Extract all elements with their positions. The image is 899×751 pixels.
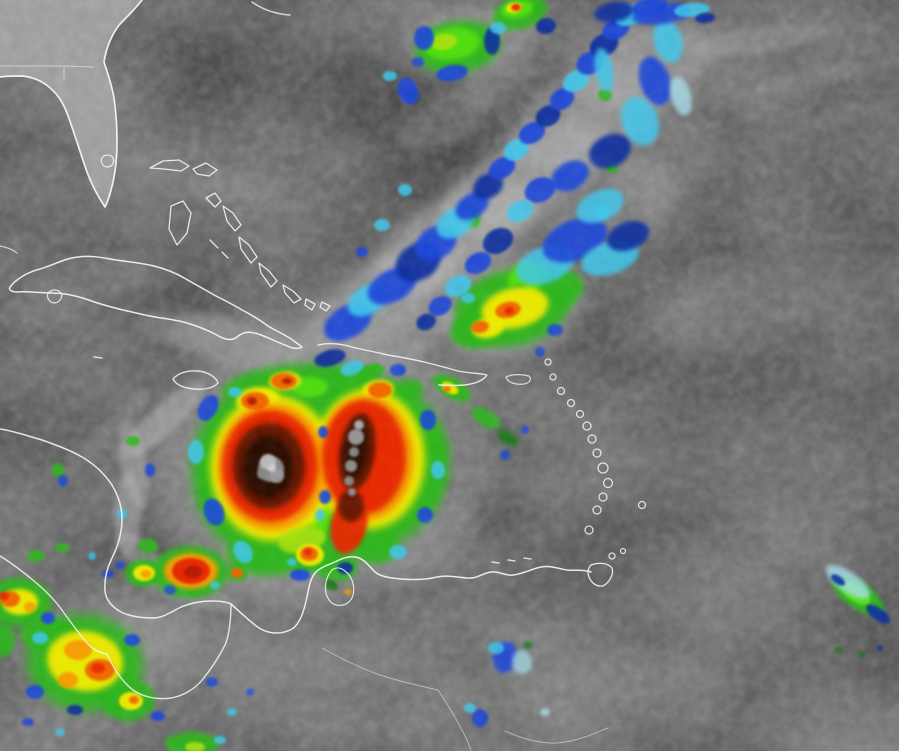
coast-cuba [8,255,303,350]
coast-carolina-fragment [251,1,291,16]
lake-maracaibo [324,567,355,606]
island-martinique [582,421,592,431]
coast-bahamas [149,159,331,312]
island-chain-3 [584,525,594,535]
island-stlucia [587,434,597,444]
river-border-1 [321,647,472,751]
island-barbados [637,500,647,510]
coast-trinidad [587,562,614,587]
island-grenada [602,477,614,489]
island-stvincent [592,448,602,458]
island-anguilla [544,358,552,366]
island-tobago-2 [619,547,627,555]
island-dominica [575,409,585,419]
coast-us-outline [0,0,143,208]
island-stkitts [549,373,557,381]
coast-yucatan-fragment [0,245,18,254]
island-grenadines [597,462,609,474]
coast-south-america [230,556,592,634]
island-chain-1 [598,492,608,502]
coast-cayman [93,356,103,359]
island-guadeloupe [566,398,576,408]
coast-isle-of-youth [46,289,63,304]
river-border-2 [504,727,609,744]
coast-puerto-rico [505,374,531,385]
state-borders [0,65,95,80]
lake-okeechobee [100,154,115,168]
coast-central-america-caribbean [0,428,232,619]
coast-central-america-pacific [0,555,232,700]
coast-hispaniola [317,342,488,387]
island-tobago-1 [608,552,616,560]
island-antigua [556,386,566,396]
island-outlines-layer [544,358,647,560]
coast-abc-islands [491,557,532,564]
island-chain-2 [592,505,602,515]
coast-jamaica [172,370,219,390]
coastline-layer [0,0,614,751]
